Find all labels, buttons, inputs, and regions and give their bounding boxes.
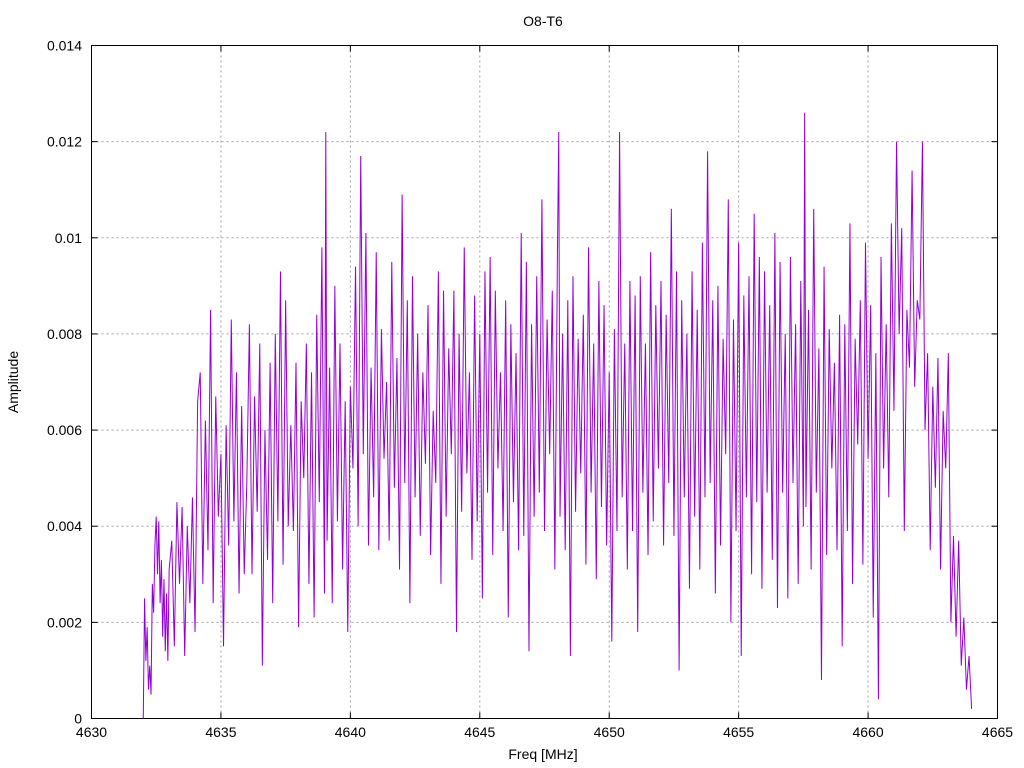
- x-tick-label: 4665: [982, 724, 1013, 740]
- x-tick-label: 4640: [335, 724, 366, 740]
- y-tick-label: 0.002: [47, 614, 82, 630]
- x-tick-label: 4635: [205, 724, 236, 740]
- axis-ticks: [91, 45, 998, 719]
- y-tick-label: 0.004: [47, 518, 82, 534]
- x-tick-label: 4650: [594, 724, 625, 740]
- x-tick-label: 4645: [464, 724, 495, 740]
- series-layer: [142, 112, 973, 719]
- y-tick-label: 0.01: [55, 230, 82, 246]
- y-axis-label: Amplitude: [5, 351, 21, 413]
- y-tick-label: 0.014: [47, 38, 82, 54]
- x-axis-label: Freq [MHz]: [508, 746, 577, 762]
- x-tick-label: 4630: [76, 724, 107, 740]
- y-tick-label: 0.008: [47, 326, 82, 342]
- x-tick-label: 4660: [852, 724, 883, 740]
- series-line-0: [142, 112, 973, 719]
- y-tick-label: 0: [74, 711, 82, 727]
- x-tick-label: 4655: [723, 724, 754, 740]
- plot-frame: [91, 45, 998, 719]
- y-tick-labels: 0 0.002 0.004 0.006 0.008 0.01 0.012 0.014: [47, 38, 82, 727]
- chart-title: O8-T6: [523, 13, 563, 29]
- y-tick-label: 0.012: [47, 134, 82, 150]
- x-tick-labels: 4630 4635 4640 4645 4650 4655 4660 4665: [76, 724, 1013, 740]
- y-tick-label: 0.006: [47, 422, 82, 438]
